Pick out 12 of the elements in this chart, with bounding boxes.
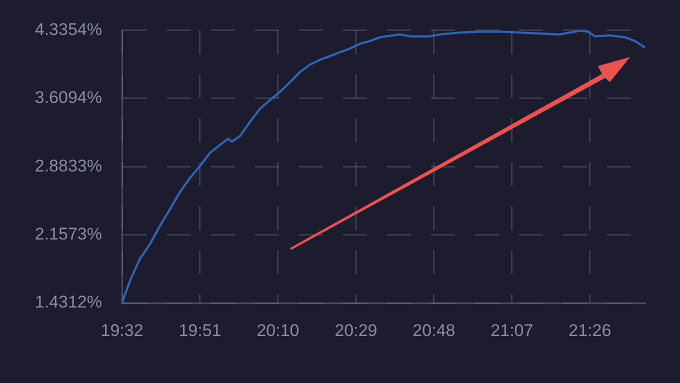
x-tick-label: 19:32 [100,320,144,340]
y-tick-label: 2.8833% [34,156,102,176]
x-tick-label: 20:29 [334,320,378,340]
y-tick-label: 4.3354% [34,20,102,39]
x-tick-label: 20:10 [256,320,300,340]
x-tick-label: 19:51 [178,320,222,340]
x-tick-label: 21:26 [568,320,612,340]
y-tick-label: 3.6094% [34,88,102,108]
y-tick-label: 2.1573% [34,224,102,244]
y-tick-label: 1.4312% [34,292,102,312]
x-tick-label: 21:07 [490,320,534,340]
x-tick-label: 20:48 [412,320,456,340]
